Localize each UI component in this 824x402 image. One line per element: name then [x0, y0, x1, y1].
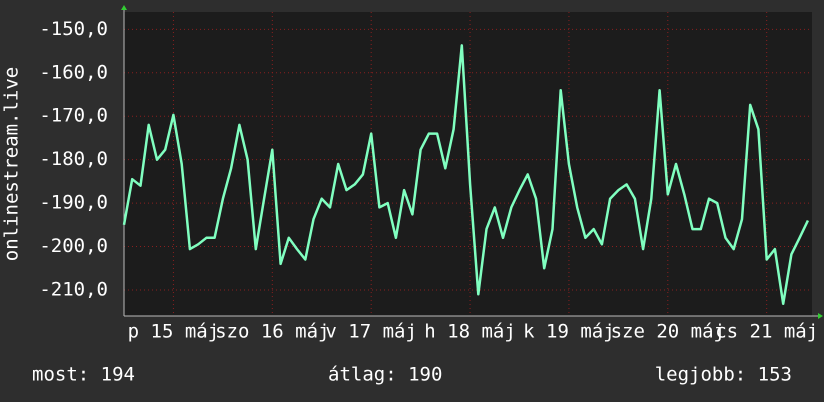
- x-tick-label: szo 16 máj: [215, 321, 329, 343]
- x-tick-label: h 18 máj: [424, 321, 516, 343]
- y-axis-arrow: [121, 5, 127, 10]
- y-tick-label: -160,0: [39, 61, 108, 83]
- x-tick-label: v 17 máj: [325, 321, 417, 343]
- x-tick-label: k 19 máj: [523, 321, 615, 343]
- y-tick-label: -180,0: [39, 148, 108, 170]
- footer-max: legjobb: 153: [655, 364, 792, 386]
- y-tick-label: -210,0: [39, 278, 108, 300]
- y-tick-label: -190,0: [39, 192, 108, 214]
- series-line: [122, 44, 810, 306]
- x-axis-arrow: [818, 313, 823, 319]
- y-tick-label: -150,0: [39, 18, 108, 40]
- y-tick-label: -170,0: [39, 105, 108, 127]
- x-tick-label: sze 20 máj: [611, 321, 725, 343]
- y-axis-label: onlinestream.live: [1, 67, 23, 261]
- y-tick-label: -200,0: [39, 235, 108, 257]
- x-tick-label: cs 21 máj: [715, 321, 818, 343]
- footer-average: átlag: 190: [328, 364, 442, 386]
- footer-current: most: 194: [32, 364, 135, 386]
- x-tick-label: p 15 máj: [128, 321, 220, 343]
